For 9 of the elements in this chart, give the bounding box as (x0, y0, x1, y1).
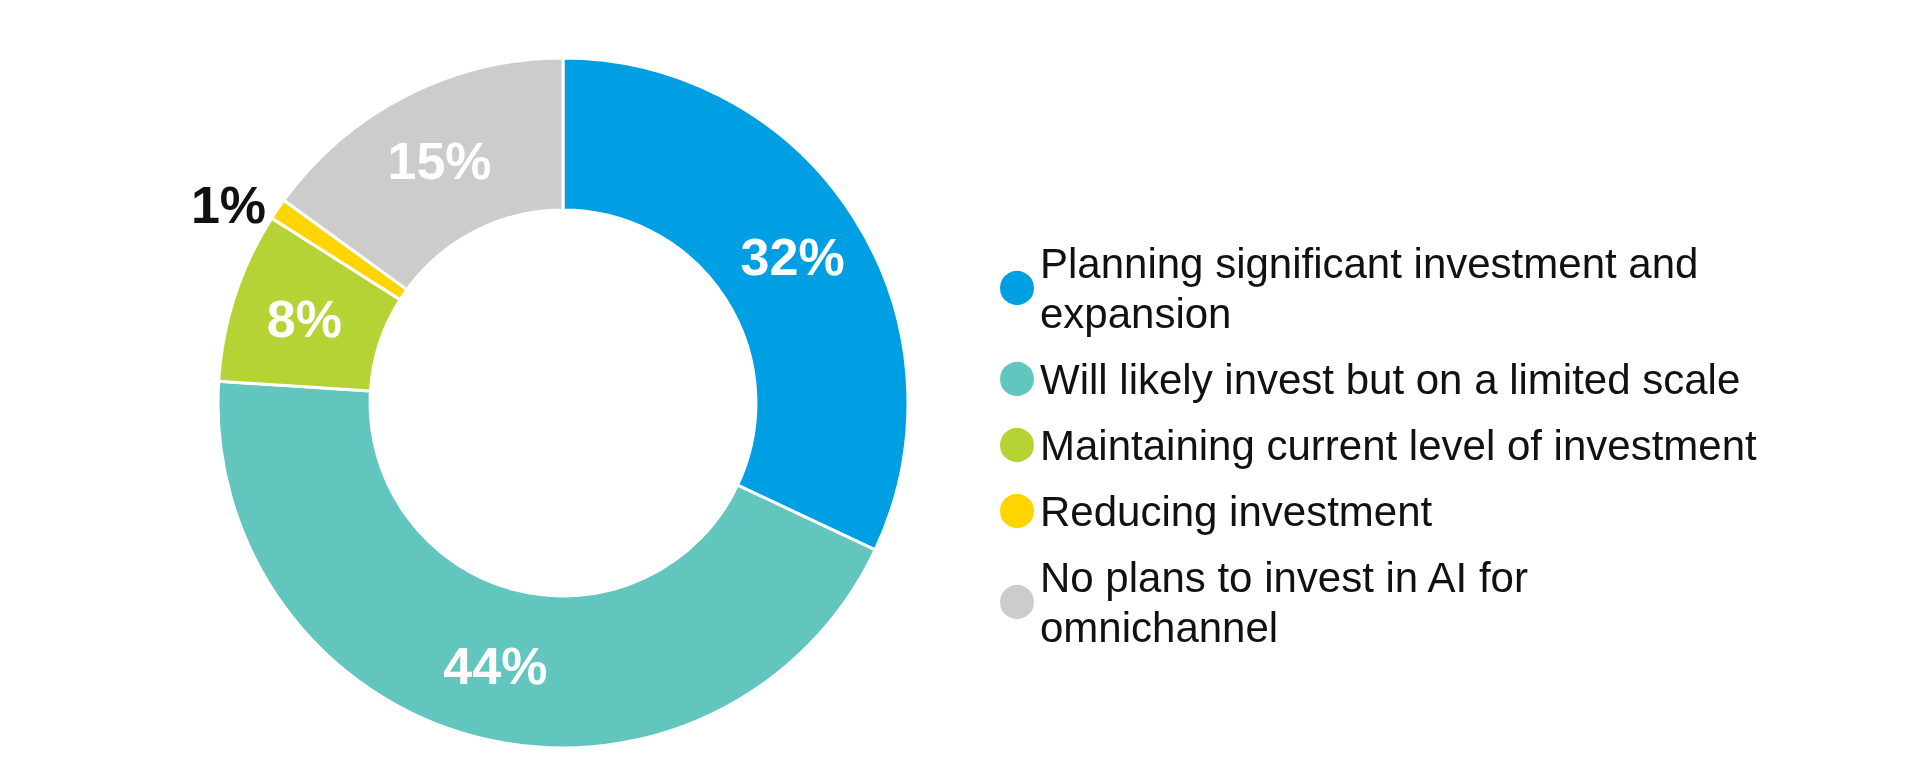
legend-label: Reducing investment (1040, 487, 1433, 535)
legend-label: No plans to invest in AI for omnichannel (1040, 553, 1540, 651)
data-label: 32% (740, 228, 845, 287)
legend-label: Planning significant investment and expansion (1040, 239, 1711, 337)
legend-label: Maintaining current level of investment (1040, 421, 1758, 469)
data-label: 8% (266, 289, 342, 348)
legend-label: Will likely invest but on a limited scale (1040, 355, 1741, 403)
data-label: 44% (443, 637, 548, 696)
data-label: 1% (190, 175, 267, 234)
